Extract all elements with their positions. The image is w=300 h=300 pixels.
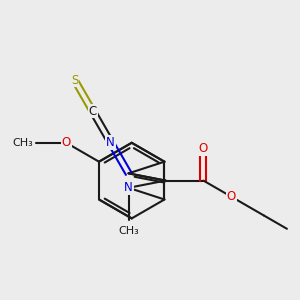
Text: O: O (61, 136, 71, 149)
Text: CH₃: CH₃ (118, 226, 139, 236)
Text: S: S (71, 74, 78, 87)
Text: O: O (199, 142, 208, 155)
Text: C: C (88, 105, 97, 118)
Text: O: O (226, 190, 236, 203)
Text: CH₃: CH₃ (12, 138, 33, 148)
Text: N: N (106, 136, 115, 149)
Text: N: N (124, 181, 133, 194)
